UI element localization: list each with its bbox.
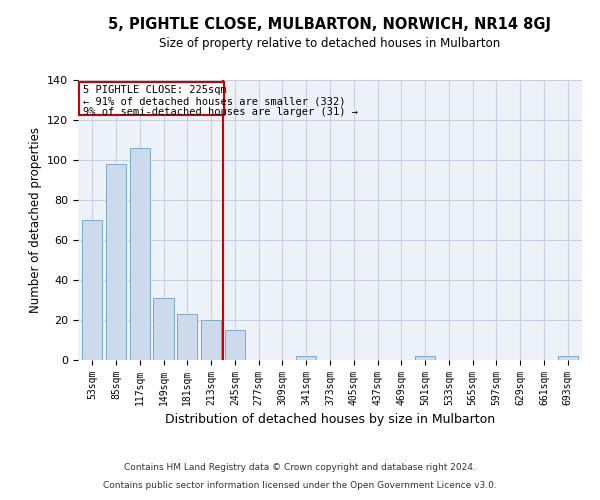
Bar (415, 356, 435, 360)
Text: Contains HM Land Registry data © Crown copyright and database right 2024.: Contains HM Land Registry data © Crown c… (124, 464, 476, 472)
Bar (82, 220, 103, 360)
Bar (557, 356, 578, 360)
X-axis label: Distribution of detached houses by size in Mulbarton: Distribution of detached houses by size … (165, 414, 495, 426)
Bar (154, 298, 173, 360)
Bar (296, 356, 316, 360)
Bar (225, 330, 245, 360)
Text: 9% of semi-detached houses are larger (31) →: 9% of semi-detached houses are larger (3… (83, 107, 358, 117)
Text: 5, PIGHTLE CLOSE, MULBARTON, NORWICH, NR14 8GJ: 5, PIGHTLE CLOSE, MULBARTON, NORWICH, NR… (109, 18, 551, 32)
Bar (201, 320, 221, 360)
Bar (177, 314, 197, 360)
Text: ← 91% of detached houses are smaller (332): ← 91% of detached houses are smaller (33… (83, 96, 345, 106)
Bar (106, 164, 126, 360)
Text: Contains public sector information licensed under the Open Government Licence v3: Contains public sector information licen… (103, 481, 497, 490)
FancyBboxPatch shape (79, 82, 224, 115)
Text: 5 PIGHTLE CLOSE: 225sqm: 5 PIGHTLE CLOSE: 225sqm (83, 85, 227, 95)
Y-axis label: Number of detached properties: Number of detached properties (29, 127, 41, 313)
Text: Size of property relative to detached houses in Mulbarton: Size of property relative to detached ho… (160, 38, 500, 51)
Bar (130, 148, 150, 360)
